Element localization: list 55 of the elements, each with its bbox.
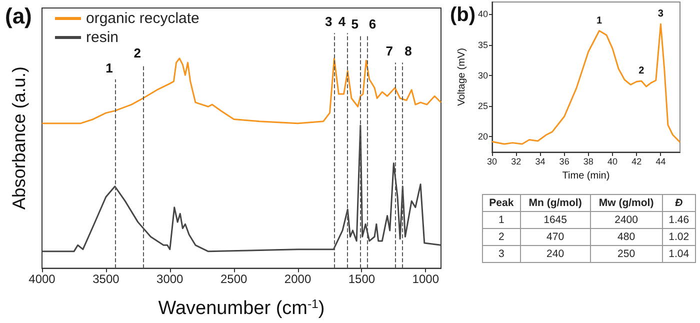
x-tick-label: 30 [486, 156, 498, 166]
y-tick-label: 40 [478, 9, 488, 20]
x-tick-label: 32 [511, 156, 522, 166]
annotation: 2 [134, 46, 142, 61]
y-tick-label: 20 [478, 132, 488, 142]
x-tick-label: 44 [656, 156, 666, 166]
annotation: 2 [638, 65, 645, 76]
category-label: Đ [662, 194, 696, 212]
y-tick-label: 35 [478, 40, 488, 50]
text: 250 [618, 248, 636, 260]
text: 1.02 [668, 231, 690, 243]
y-axis-title: Absorbance (a.u.) [9, 66, 29, 210]
x-tick-label: 3000 [156, 272, 184, 286]
text: 480 [618, 231, 636, 243]
chart-title: (b) [450, 4, 476, 26]
text: 1.04 [668, 248, 690, 260]
chart-title: (a) [5, 4, 32, 28]
category-label: Peak [482, 194, 520, 212]
text: 4 [338, 14, 346, 30]
line-series [491, 23, 681, 145]
text: 2 [498, 231, 504, 243]
text: 470 [546, 231, 564, 243]
x-tick-label: 42 [632, 156, 642, 166]
x-tick-label: 40 [608, 156, 618, 166]
annotation: 1 [106, 60, 113, 76]
x-tick-label: 36 [559, 156, 570, 166]
text: 3 [324, 14, 332, 30]
x-tick-label: 38 [583, 156, 594, 166]
x-tick-label: 34 [535, 156, 546, 166]
x-tick-label: 2500 [220, 272, 248, 286]
x-tick-label: 1000 [412, 272, 440, 286]
category-label: Mn (g/mol) [520, 194, 590, 212]
legend-label: resin [86, 29, 119, 46]
y-tick-label: 25 [478, 101, 488, 112]
text: 1 [498, 214, 504, 226]
y-tick-label: 30 [478, 70, 488, 80]
legend-label: organic recyclate [86, 10, 200, 27]
text: 240 [546, 248, 564, 260]
category-label: Mw (g/mol) [590, 194, 662, 212]
text: 6 [368, 16, 376, 32]
x-axis-title: Time (min) [562, 170, 610, 182]
annotation: 1 [596, 15, 602, 26]
x-tick-label: 1500 [348, 272, 376, 286]
text: 5 [351, 16, 358, 32]
x-tick-label: 4000 [28, 272, 56, 286]
text: 1.46 [668, 214, 690, 226]
text: 3 [498, 248, 504, 260]
annotation: 7 [386, 44, 393, 59]
x-tick-label: 2000 [284, 272, 312, 286]
x-tick-label: 3500 [92, 272, 120, 286]
annotation: 3 [658, 8, 664, 20]
text: 2400 [614, 214, 638, 226]
annotation: 8 [404, 44, 412, 59]
y-axis-title: Voltage (mV) [456, 48, 468, 106]
text: 1645 [544, 214, 567, 226]
